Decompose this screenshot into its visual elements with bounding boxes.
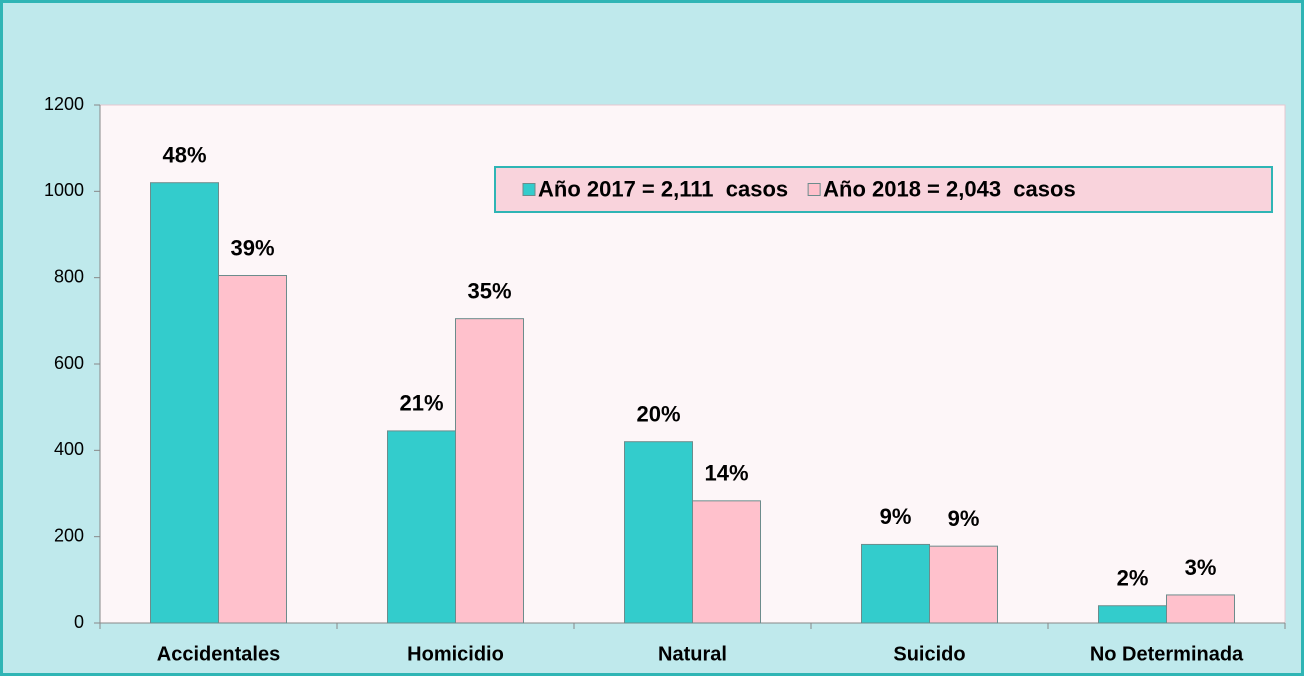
value-label: 20% — [636, 402, 680, 427]
legend-swatch — [807, 183, 821, 196]
value-label: 48% — [162, 143, 206, 168]
bar — [150, 182, 219, 624]
value-label: 21% — [399, 391, 443, 416]
legend-box — [494, 166, 1273, 213]
legend-label: Año 2017 = 2,111 casos — [538, 176, 788, 201]
legend-swatch — [522, 183, 536, 196]
x-tick-label: No Determinada — [1090, 643, 1244, 665]
value-label: 35% — [467, 278, 511, 303]
value-label: 9% — [948, 506, 980, 531]
bar — [1166, 594, 1235, 624]
y-tick-label: 1200 — [44, 94, 84, 114]
x-tick-label: Suicido — [893, 643, 965, 665]
y-tick-label: 400 — [54, 439, 84, 459]
y-tick-label: 800 — [54, 266, 84, 286]
bar — [455, 318, 524, 624]
y-tick-label: 0 — [74, 612, 84, 632]
bar — [387, 430, 456, 624]
bar — [861, 543, 930, 624]
x-tick-label: Homicidio — [407, 643, 504, 665]
value-label: 39% — [230, 235, 274, 260]
y-tick-label: 600 — [54, 353, 84, 373]
x-tick-label: Accidentales — [157, 643, 280, 665]
x-tick-label: Natural — [658, 643, 727, 665]
y-tick-label: 200 — [54, 525, 84, 545]
value-label: 14% — [704, 461, 748, 486]
bar — [1098, 605, 1167, 624]
bar — [624, 441, 693, 624]
bar — [929, 545, 998, 624]
bar — [692, 500, 761, 624]
bar — [218, 275, 287, 624]
value-label: 3% — [1185, 555, 1217, 580]
y-tick-label: 1000 — [44, 180, 84, 200]
legend-label: Año 2018 = 2,043 casos — [823, 176, 1076, 201]
value-label: 9% — [880, 504, 912, 529]
value-label: 2% — [1117, 566, 1149, 591]
